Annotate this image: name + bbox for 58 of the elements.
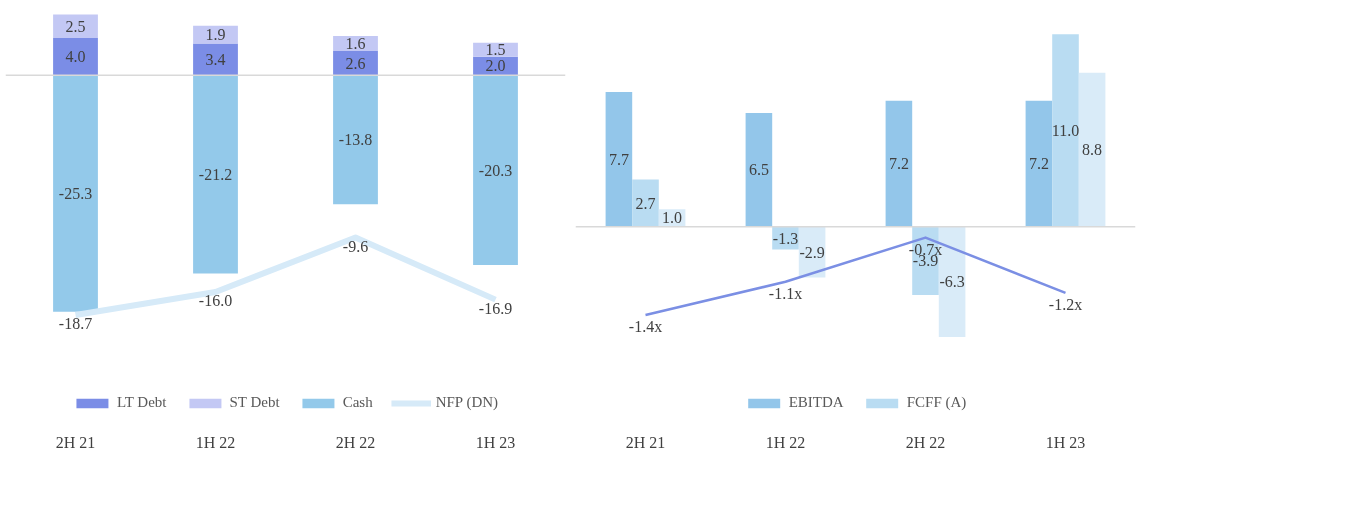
bar [53,75,98,312]
legend-label: LT Debt [116,394,167,411]
data-label: -6.3 [939,273,965,291]
bar [193,75,238,274]
bar [1052,34,1079,227]
data-label: 1.5 [485,41,506,59]
bar [885,100,913,227]
bar [632,179,659,227]
data-label: -16.0 [198,291,233,309]
bar [53,37,98,76]
data-label: -9.6 [342,237,369,255]
legend-label: EBITDA [788,394,844,411]
x-tick-label: 2H 21 [55,433,96,451]
x-tick-label: 2H 22 [905,433,946,451]
data-label: -2.9 [799,243,825,261]
data-label: -20.3 [478,161,513,179]
legend-label: ST Debt [229,394,280,411]
data-label: -13.8 [338,131,373,149]
data-label: -1.4x [628,317,663,335]
x-tick-label: 1H 22 [195,433,236,451]
data-label: -21.2 [198,165,233,183]
x-tick-label: 1H 23 [1045,433,1086,451]
data-label: -1.1x [768,284,803,302]
data-label: -16.9 [478,299,513,317]
data-label: 7.2 [1028,155,1049,173]
data-label: -25.3 [58,185,93,202]
data-label: 2.0 [485,57,506,75]
legend-label: Cash [342,394,373,411]
bar [605,92,633,227]
x-tick-label: 2H 21 [625,433,666,451]
data-label: 2.6 [345,54,366,72]
bar [1025,100,1053,227]
data-label: 1.0 [662,209,683,227]
x-tick-label: 1H 23 [475,433,516,451]
x-tick-label: 2H 22 [335,433,376,451]
x-tick-label: 1H 22 [765,433,806,451]
data-label: 2.5 [65,17,86,35]
data-label: 8.8 [1082,141,1103,159]
data-label: 7.2 [888,155,909,173]
data-label: 1.6 [345,35,366,53]
data-label: 11.0 [1051,122,1080,140]
data-label: 6.5 [748,161,769,179]
bar [473,75,518,265]
legend-label: FCFF (A) [906,394,967,411]
legend-label: NFP (DN) [435,394,499,411]
data-label: 3.4 [205,50,226,68]
bar [1078,72,1106,227]
bar [745,113,773,227]
bar [193,43,238,76]
bar [193,25,238,44]
data-label: 2.7 [635,194,656,212]
data-label: 7.7 [608,150,629,168]
data-label: -1.2x [1048,295,1083,313]
data-label: -18.7 [58,314,93,332]
data-label: -1.3 [772,229,799,247]
data-label: 4.0 [65,48,86,66]
data-label: 1.9 [205,26,226,44]
bar [333,75,378,205]
